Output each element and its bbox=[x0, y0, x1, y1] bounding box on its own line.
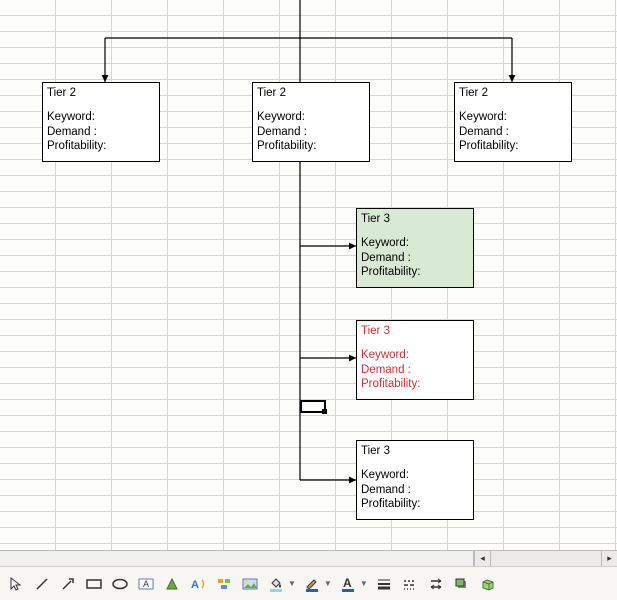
drawing-toolbar: A A ▼ ▼ A ▼ bbox=[0, 566, 617, 600]
node-field: Keyword: bbox=[47, 110, 155, 124]
node-field: Profitability: bbox=[361, 497, 469, 511]
fill-color-dropdown[interactable]: ▼ bbox=[288, 579, 296, 588]
node-title: Tier 3 bbox=[361, 212, 469, 226]
node-field: Demand : bbox=[459, 125, 567, 139]
font-color[interactable]: A bbox=[338, 574, 358, 594]
node-t2b[interactable]: Tier 2 Keyword:Demand :Profitability: bbox=[252, 82, 370, 162]
scroll-right-button[interactable]: ▸ bbox=[601, 551, 617, 566]
node-title: Tier 2 bbox=[47, 86, 155, 100]
rectangle-tool[interactable] bbox=[84, 574, 104, 594]
3d-style[interactable] bbox=[478, 574, 498, 594]
line-color[interactable] bbox=[302, 574, 322, 594]
arrow-style[interactable] bbox=[426, 574, 446, 594]
node-field: Profitability: bbox=[361, 265, 469, 279]
node-field: Profitability: bbox=[361, 377, 469, 391]
node-field: Keyword: bbox=[459, 110, 567, 124]
pointer-tool[interactable] bbox=[6, 574, 26, 594]
node-field: Keyword: bbox=[361, 348, 469, 362]
node-t3b[interactable]: Tier 3 Keyword:Demand :Profitability: bbox=[356, 320, 474, 400]
svg-text:A: A bbox=[143, 579, 149, 589]
node-title: Tier 3 bbox=[361, 324, 469, 338]
node-title: Tier 3 bbox=[361, 444, 469, 458]
shadow-style[interactable] bbox=[452, 574, 472, 594]
autoshapes-tool[interactable] bbox=[162, 574, 182, 594]
node-t3c[interactable]: Tier 3 Keyword:Demand :Profitability: bbox=[356, 440, 474, 520]
font-color-dropdown[interactable]: ▼ bbox=[360, 579, 368, 588]
node-field: Keyword: bbox=[361, 468, 469, 482]
arrow-tool[interactable] bbox=[58, 574, 78, 594]
node-field: Demand : bbox=[257, 125, 365, 139]
insert-picture[interactable] bbox=[240, 574, 260, 594]
node-title: Tier 2 bbox=[459, 86, 567, 100]
node-t2c[interactable]: Tier 2 Keyword:Demand :Profitability: bbox=[454, 82, 572, 162]
line-color-dropdown[interactable]: ▼ bbox=[324, 579, 332, 588]
svg-text:A: A bbox=[343, 576, 352, 590]
dash-style[interactable] bbox=[400, 574, 420, 594]
node-field: Profitability: bbox=[459, 139, 567, 153]
node-t3a[interactable]: Tier 3 Keyword:Demand :Profitability: bbox=[356, 208, 474, 288]
svg-text:A: A bbox=[191, 579, 199, 591]
scroll-left-button[interactable]: ◂ bbox=[474, 551, 490, 566]
node-title: Tier 2 bbox=[257, 86, 365, 100]
node-field: Demand : bbox=[361, 483, 469, 497]
node-field: Keyword: bbox=[361, 236, 469, 250]
node-field: Keyword: bbox=[257, 110, 365, 124]
node-field: Demand : bbox=[361, 251, 469, 265]
insert-wordart[interactable]: A bbox=[188, 574, 208, 594]
ellipse-tool[interactable] bbox=[110, 574, 130, 594]
node-field: Profitability: bbox=[257, 139, 365, 153]
line-tool[interactable] bbox=[32, 574, 52, 594]
scroll-track[interactable] bbox=[490, 551, 601, 566]
sheet-tab-strip[interactable] bbox=[0, 551, 474, 566]
fill-color[interactable] bbox=[266, 574, 286, 594]
node-field: Demand : bbox=[47, 125, 155, 139]
node-field: Profitability: bbox=[47, 139, 155, 153]
node-field: Demand : bbox=[361, 363, 469, 377]
active-cell-cursor bbox=[300, 400, 326, 413]
horizontal-scrollbar[interactable]: ◂ ▸ bbox=[0, 550, 617, 566]
insert-diagram[interactable] bbox=[214, 574, 234, 594]
textbox-tool[interactable]: A bbox=[136, 574, 156, 594]
node-t2a[interactable]: Tier 2 Keyword:Demand :Profitability: bbox=[42, 82, 160, 162]
line-style[interactable] bbox=[374, 574, 394, 594]
